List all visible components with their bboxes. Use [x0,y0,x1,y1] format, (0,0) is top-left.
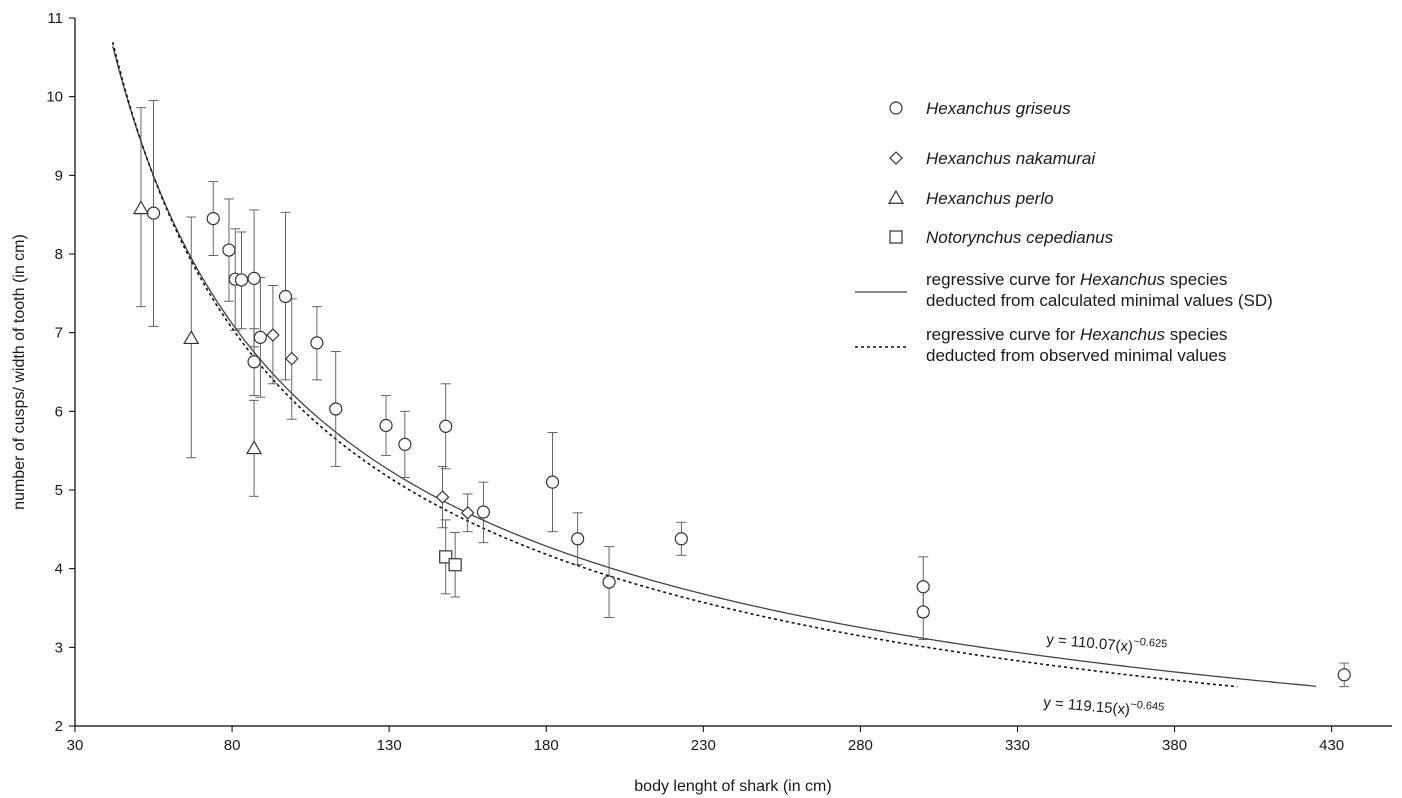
y-tick-label: 5 [55,482,63,499]
legend-curve-label-line2: deducted from calculated minimal values … [926,291,1273,310]
point-hexanchus-griseus [146,206,161,220]
point-hexanchus-griseus [247,355,261,369]
point-hexanchus-griseus [206,212,220,226]
legend: Hexanchus griseus Hexanchus nakamurai Hexa… [855,99,1273,365]
point-hexanchus-griseus [379,418,393,433]
y-tick-label: 3 [55,639,63,656]
y-tick-label: 10 [46,89,63,106]
x-tick-label: 30 [67,737,84,754]
point-hexanchus-griseus [222,243,236,257]
y-tick-label: 7 [55,325,63,342]
legend-curve-label-line2: deducted from observed minimal values [926,346,1226,365]
point-hexanchus-griseus [439,419,453,433]
point-hexanchus-griseus [545,475,560,489]
y-tick-label: 4 [55,561,63,578]
point-hexanchus-griseus [1337,668,1351,682]
equation-observed: y = 119.15(x)−0.645 [1043,691,1165,721]
x-tick-label: 230 [691,737,716,754]
point-hexanchus-griseus [916,605,930,619]
regression-curves [111,41,1316,688]
axes [74,18,1392,727]
legend-marker-hexanchus-griseus [889,101,903,115]
legend-label-notorynchus-cepedianus: Notorynchus cepedianus [926,228,1114,247]
legend-label-hexanchus-griseus: Hexanchus griseus [926,99,1071,118]
point-hexanchus-griseus [916,580,930,594]
point-hexanchus-nakamurai [435,490,450,504]
point-notorynchus-cepedianus [448,558,462,572]
point-hexanchus-griseus [476,505,491,519]
data-markers [132,200,1351,682]
y-tick-label: 2 [55,718,63,735]
x-tick-label: 430 [1319,737,1344,754]
point-hexanchus-griseus [571,532,585,546]
legend-marker-hexanchus-perlo [887,189,905,204]
x-tick-label: 280 [848,737,873,754]
point-hexanchus-griseus [310,336,324,350]
point-hexanchus-nakamurai [284,351,299,366]
curve-equations: y = 110.07(x)−0.625 y = 119.15(x)−0.645 [1043,628,1168,721]
y-ticks: 2 3 4 5 6 7 8 9 10 11 [46,10,75,735]
legend-marker-notorynchus-cepedianus [889,230,903,244]
x-tick-label: 380 [1162,737,1187,754]
point-hexanchus-griseus [602,575,616,589]
legend-marker-hexanchus-nakamurai [889,151,903,165]
x-tick-label: 130 [377,737,402,754]
y-tick-label: 9 [55,167,63,184]
point-hexanchus-griseus [253,330,267,344]
legend-label-hexanchus-perlo: Hexanchus perlo [926,189,1054,208]
equation-calculated: y = 110.07(x)−0.625 [1046,628,1168,658]
x-axis-title: body lenght of shark (in cm) [634,778,831,795]
y-tick-label: 8 [55,246,63,263]
x-tick-label: 80 [224,737,241,754]
legend-curve-label: regressive curve for Hexanchus species [926,325,1227,344]
y-tick-label: 11 [47,10,63,27]
x-tick-label: 330 [1005,737,1030,754]
point-hexanchus-perlo [183,329,200,345]
point-hexanchus-griseus [234,273,249,287]
point-hexanchus-nakamurai [266,328,280,342]
x-ticks: 30 80 130 180 230 280 330 380 430 [67,726,1344,754]
point-hexanchus-perlo [246,440,263,455]
point-hexanchus-griseus [674,532,688,546]
point-hexanchus-griseus [398,437,412,451]
error-bars [135,100,1350,688]
point-hexanchus-perlo [132,200,150,215]
legend-curve-label: regressive curve for Hexanchus species [926,270,1227,289]
point-hexanchus-griseus [329,402,343,416]
legend-label-hexanchus-nakamurai: Hexanchus nakamurai [926,149,1096,168]
y-axis-title: number of cusps/ width of tooth (in cm) [11,234,28,510]
curve-observed [111,41,1238,688]
point-hexanchus-nakamurai [460,505,475,520]
curve-calculated [112,45,1316,687]
point-hexanchus-griseus [247,271,261,285]
x-tick-label: 180 [534,737,559,754]
y-tick-label: 6 [55,403,63,420]
point-hexanchus-griseus [278,289,293,304]
